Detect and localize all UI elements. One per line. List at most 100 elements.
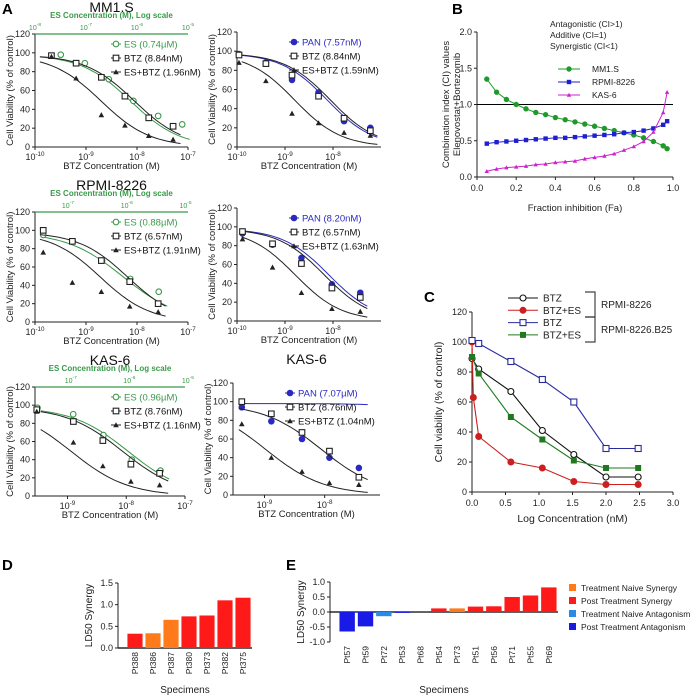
data-point [543, 161, 548, 166]
data-point [156, 469, 163, 477]
bar [339, 612, 355, 632]
data-point [538, 426, 546, 435]
tick-label: 10-9 [78, 151, 94, 162]
data-point [113, 69, 119, 75]
data-point [113, 422, 119, 428]
chart-title: KAS-6 [90, 352, 131, 368]
annotation: Antagonistic (CI>1) [550, 19, 623, 29]
data-point [621, 147, 627, 152]
data-point [69, 279, 76, 285]
data-point [602, 473, 610, 481]
data-point [612, 132, 617, 137]
category-label: Pt59 [361, 646, 371, 664]
data-point [552, 114, 559, 121]
y-tick-label: 0.5 [100, 621, 113, 631]
legend-label: Post Treatment Antagonism [581, 622, 685, 632]
y-tick-label: 0 [462, 487, 467, 497]
data-point [298, 260, 305, 267]
data-point [553, 160, 558, 165]
data-point [170, 136, 176, 142]
legend-label: Post Treatment Synergy [581, 596, 673, 606]
legend-label: RPMI-8226 [592, 77, 635, 87]
x-axis-label: Fraction inhibition (Fa) [528, 203, 623, 214]
bar [181, 616, 197, 648]
data-point [121, 92, 129, 100]
series-line [471, 341, 639, 486]
data-point [635, 465, 642, 471]
fit-curve [40, 429, 169, 494]
y-axis-label: Combination index (CI) values [441, 41, 452, 169]
data-point [634, 473, 642, 481]
data-point [356, 294, 364, 301]
bar [163, 619, 179, 648]
x-tick-label: 2.5 [633, 498, 646, 508]
x-tick-label: 2.0 [600, 498, 613, 508]
category-label: Pt69 [544, 646, 554, 664]
data-point [519, 319, 527, 327]
y-tick-label: 60 [218, 434, 228, 444]
data-point [664, 118, 670, 124]
data-point [621, 130, 627, 135]
legend-label: ES+BTZ (1.04nM) [298, 417, 375, 428]
legend-item: BTZ (8.76nM) [285, 403, 357, 414]
data-point [513, 101, 519, 108]
data-point [566, 66, 572, 72]
data-point [602, 153, 607, 158]
tick-label: 10-7 [177, 500, 193, 511]
data-point [538, 375, 546, 384]
tick-label: 10-9 [277, 325, 293, 336]
tick-label: 10-5 [179, 200, 191, 210]
data-point [503, 96, 510, 103]
series-es+btz [238, 421, 368, 493]
data-point [572, 158, 578, 163]
data-point [269, 264, 276, 270]
x-tick-label: 0.4 [549, 183, 562, 193]
data-point [661, 110, 666, 115]
y-tick-label: 40 [457, 427, 467, 437]
tick-label: 10-8 [129, 151, 145, 162]
data-point [298, 435, 306, 443]
data-point [39, 226, 47, 234]
data-point [112, 393, 120, 401]
data-point [126, 278, 134, 286]
data-point [475, 370, 482, 377]
data-point [33, 408, 40, 414]
y-tick-label: 0 [227, 316, 232, 326]
y-axis-label: Cell Viability (% of control) [203, 384, 214, 495]
data-point [469, 394, 477, 401]
fit-curve [238, 403, 368, 406]
x-tick-label: 0.0 [471, 183, 484, 193]
data-point [286, 389, 294, 397]
legend-item: BTZ (6.57nM) [289, 228, 361, 239]
data-point [572, 119, 578, 125]
data-point [519, 306, 527, 314]
fit-curve [241, 236, 368, 318]
data-point [367, 127, 374, 135]
category-label: Pt56 [489, 646, 499, 664]
data-point [112, 40, 120, 48]
bar [235, 597, 251, 648]
data-point [494, 140, 499, 145]
y-tick-label: 60 [457, 397, 467, 407]
y-tick-label: 40 [20, 455, 30, 465]
data-point [326, 447, 333, 455]
y-tick-label: 100 [213, 397, 228, 407]
data-point [533, 137, 538, 142]
y-tick-label: 80 [218, 415, 228, 425]
y-tick-label: 120 [15, 382, 30, 392]
y-tick-label: 40 [218, 453, 228, 463]
legend-label: PAN (7.57nM) [302, 38, 361, 49]
legend-item: ES (0.96µM) [111, 393, 178, 404]
x-tick-label: 1.5 [566, 498, 579, 508]
data-point [238, 398, 246, 406]
y-tick-label: 0.0 [312, 607, 325, 617]
tick-label: 10-10 [227, 325, 247, 336]
y-tick-label: 60 [222, 85, 232, 95]
series-line [471, 339, 639, 450]
y-tick-label: 120 [217, 27, 232, 37]
tick-label: 10-5 [182, 375, 194, 385]
data-point [236, 59, 242, 65]
series-btz [238, 398, 368, 481]
